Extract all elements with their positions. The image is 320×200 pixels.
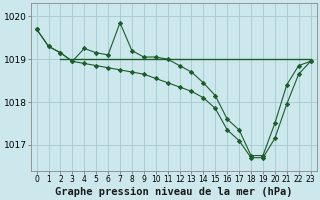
X-axis label: Graphe pression niveau de la mer (hPa): Graphe pression niveau de la mer (hPa) [55,186,292,197]
